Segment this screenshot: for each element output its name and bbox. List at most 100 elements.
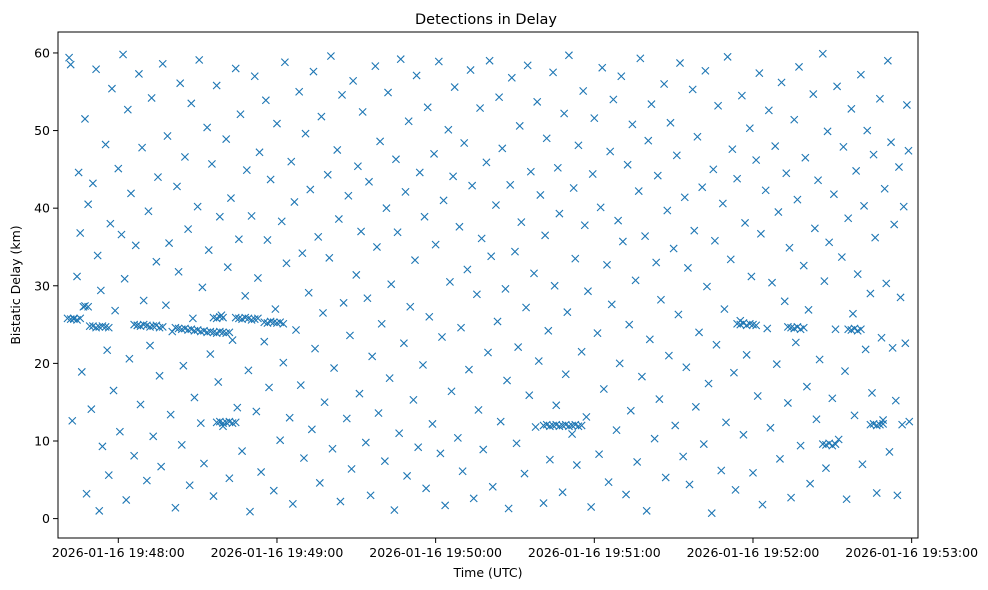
data-point xyxy=(867,388,876,397)
data-point xyxy=(180,152,189,161)
data-point xyxy=(869,150,878,159)
data-point xyxy=(887,138,896,147)
data-point xyxy=(839,142,848,151)
data-point xyxy=(530,269,539,278)
data-point xyxy=(888,343,897,352)
data-point xyxy=(206,327,215,336)
data-point xyxy=(344,191,353,200)
data-point xyxy=(631,276,640,285)
data-point xyxy=(142,476,151,485)
data-point xyxy=(545,455,554,464)
data-point xyxy=(193,202,202,211)
data-point xyxy=(171,323,180,332)
data-point xyxy=(885,447,894,456)
data-point xyxy=(384,88,393,97)
data-point xyxy=(166,410,175,419)
data-point xyxy=(469,494,478,503)
data-point xyxy=(872,488,881,497)
data-point xyxy=(423,103,432,112)
data-point xyxy=(101,140,110,149)
data-point xyxy=(637,372,646,381)
data-point xyxy=(641,232,650,241)
data-point xyxy=(766,423,775,432)
data-point xyxy=(253,314,262,323)
data-point xyxy=(241,291,250,300)
data-point xyxy=(296,381,305,390)
data-point xyxy=(495,93,504,102)
data-point xyxy=(833,82,842,91)
data-point xyxy=(560,109,569,118)
data-point xyxy=(190,393,199,402)
data-point xyxy=(272,119,281,128)
data-point xyxy=(271,305,280,314)
data-point xyxy=(214,378,223,386)
data-point xyxy=(292,326,300,335)
data-point xyxy=(863,126,872,135)
data-point xyxy=(257,468,266,477)
data-point xyxy=(799,323,808,332)
data-point xyxy=(311,344,320,353)
data-point xyxy=(683,263,692,272)
data-point xyxy=(73,272,82,281)
plot-area-frame xyxy=(57,31,919,539)
data-point xyxy=(101,322,110,331)
data-point xyxy=(588,170,597,179)
data-point xyxy=(457,323,466,332)
data-point xyxy=(109,386,118,395)
data-point xyxy=(564,51,573,60)
data-point xyxy=(357,227,366,236)
data-point xyxy=(709,165,718,174)
data-point xyxy=(861,345,870,354)
data-point xyxy=(626,406,635,415)
data-point xyxy=(74,168,83,177)
data-point xyxy=(875,94,884,103)
data-point xyxy=(775,454,784,463)
y-tick-label: 40 xyxy=(34,201,50,216)
data-point xyxy=(184,225,193,234)
data-point xyxy=(772,360,781,369)
data-point xyxy=(206,350,215,359)
data-point xyxy=(247,315,256,324)
data-point xyxy=(263,235,272,244)
data-point xyxy=(818,49,827,58)
data-point xyxy=(146,322,155,331)
data-point xyxy=(856,70,865,79)
data-point xyxy=(593,329,602,338)
data-point xyxy=(244,366,253,375)
data-point xyxy=(726,255,735,264)
data-point xyxy=(104,323,113,332)
data-point xyxy=(65,53,74,62)
data-point xyxy=(825,238,834,247)
data-point xyxy=(138,143,147,152)
data-point xyxy=(904,146,913,155)
data-point xyxy=(179,361,188,370)
data-point xyxy=(491,201,500,210)
data-point xyxy=(139,296,148,305)
data-point xyxy=(882,279,891,288)
data-point xyxy=(130,451,139,460)
data-point xyxy=(106,219,115,228)
data-point xyxy=(280,58,289,67)
data-point xyxy=(323,170,332,179)
data-point xyxy=(488,482,497,491)
data-point xyxy=(598,63,607,72)
data-point xyxy=(98,442,107,451)
data-point xyxy=(466,66,475,75)
data-point xyxy=(320,398,329,407)
data-point xyxy=(634,187,643,196)
data-point xyxy=(174,267,183,276)
data-point xyxy=(155,371,164,380)
data-point xyxy=(728,145,737,154)
data-point xyxy=(902,100,911,109)
data-point xyxy=(355,389,364,398)
data-point xyxy=(468,181,477,190)
data-point xyxy=(391,155,400,164)
data-point xyxy=(526,167,535,176)
data-point xyxy=(223,263,232,272)
data-point xyxy=(534,357,543,366)
data-point xyxy=(115,427,124,436)
data-point xyxy=(222,135,231,144)
data-point xyxy=(66,60,75,69)
data-point xyxy=(747,272,756,281)
data-point xyxy=(617,72,626,81)
